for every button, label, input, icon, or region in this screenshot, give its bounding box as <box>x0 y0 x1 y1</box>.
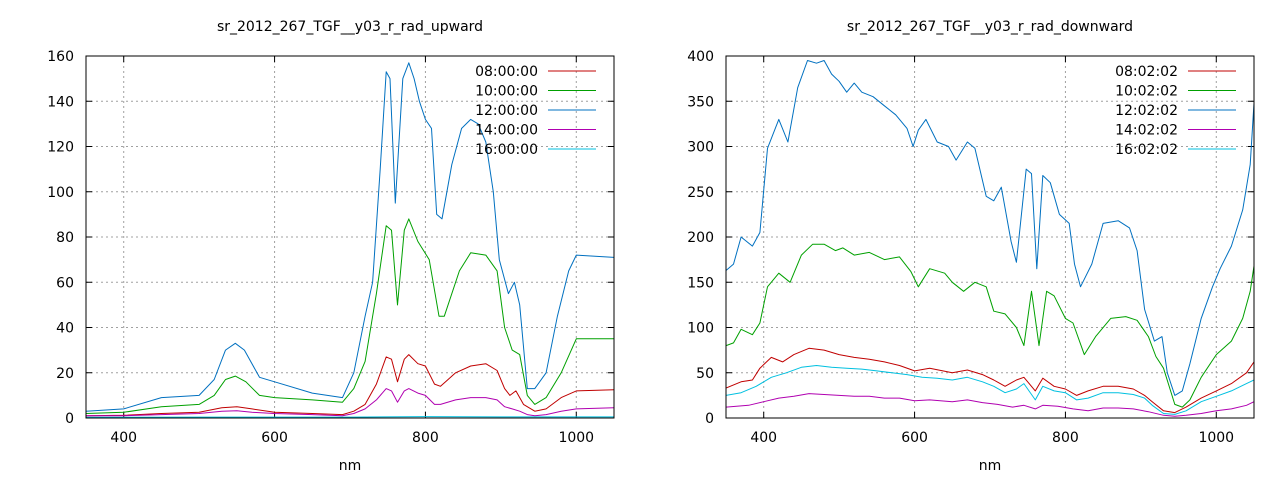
x-tick-label: 600 <box>901 430 928 446</box>
x-axis-label: nm <box>979 458 1002 474</box>
legend-label: 10:00:00 <box>475 84 538 100</box>
y-tick-label: 80 <box>56 230 74 246</box>
y-tick-label: 250 <box>687 185 714 201</box>
series-line-140202 <box>726 393 1254 417</box>
legend-label: 08:02:02 <box>1115 64 1178 80</box>
plot-frame <box>85 55 615 419</box>
series-line-080000 <box>86 354 614 417</box>
x-tick-label: 600 <box>261 430 288 446</box>
x-tick-label: 400 <box>110 430 137 446</box>
legend-label: 10:02:02 <box>1115 84 1178 100</box>
x-axis-label: nm <box>339 458 362 474</box>
chart-title: sr_2012_267_TGF__y03_r_rad_downward <box>847 19 1133 35</box>
x-tick-label: 800 <box>1052 430 1079 446</box>
y-tick-label: 400 <box>687 49 714 65</box>
legend-label: 08:00:00 <box>475 64 538 80</box>
legend-label: 14:02:02 <box>1115 123 1178 139</box>
x-tick-label: 1000 <box>558 430 594 446</box>
series-group <box>86 62 614 418</box>
y-tick-label: 140 <box>47 94 74 110</box>
y-tick-label: 60 <box>56 275 74 291</box>
legend-label: 12:02:02 <box>1115 103 1178 119</box>
legend-label: 12:00:00 <box>475 103 538 119</box>
series-line-160202 <box>726 365 1254 415</box>
y-tick-label: 300 <box>687 140 714 156</box>
legend-label: 16:00:00 <box>475 142 538 158</box>
y-tick-label: 0 <box>705 411 714 427</box>
x-tick-label: 800 <box>412 430 439 446</box>
y-tick-label: 40 <box>56 321 74 337</box>
y-tick-label: 120 <box>47 140 74 156</box>
legend-label: 16:02:02 <box>1115 142 1178 158</box>
y-tick-label: 100 <box>687 321 714 337</box>
y-tick-label: 50 <box>696 366 714 382</box>
y-tick-label: 200 <box>687 230 714 246</box>
series-line-100000 <box>86 218 614 414</box>
downward-chart-panel: sr_2012_267_TGF__y03_r_rad_downward 400 60… <box>687 19 1255 474</box>
series-line-120202 <box>726 60 1254 396</box>
y-tick-label: 100 <box>47 185 74 201</box>
chart-title: sr_2012_267_TGF__y03_r_rad_upward <box>217 19 483 35</box>
x-tick-label: 1000 <box>1198 430 1234 446</box>
series-line-120000 <box>86 62 614 412</box>
y-tick-label: 160 <box>47 49 74 65</box>
series-line-140000 <box>86 388 614 417</box>
series-line-160000 <box>86 416 614 418</box>
x-tick-label: 400 <box>750 430 777 446</box>
legend-label: 14:00:00 <box>475 123 538 139</box>
series-line-100202 <box>726 243 1254 408</box>
plot-frame <box>725 55 1255 419</box>
series-group <box>726 60 1254 417</box>
y-tick-label: 20 <box>56 366 74 382</box>
y-tick-label: 350 <box>687 94 714 110</box>
y-tick-label: 150 <box>687 275 714 291</box>
series-line-080202 <box>726 347 1254 414</box>
y-tick-label: 0 <box>65 411 74 427</box>
